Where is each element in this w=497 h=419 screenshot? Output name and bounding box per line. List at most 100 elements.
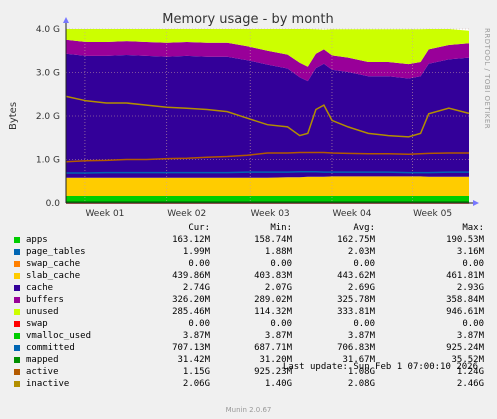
legend-min: 0.00 [270, 319, 292, 329]
chart-title: Memory usage - by month [162, 12, 333, 27]
legend-avg: 1.08G [347, 367, 375, 377]
legend-max: 2.46G [456, 379, 484, 389]
rrdtool-credit: RRDTOOL / TOBI OETIKER [483, 28, 491, 129]
legend-min: 1.88M [264, 247, 292, 257]
legend-swatch [14, 321, 20, 327]
legend-cur: 0.00 [188, 319, 210, 329]
legend-cur: 1.15G [182, 367, 210, 377]
grid-lines [66, 28, 469, 204]
legend-row-committed: committed 707.13M 687.71M 706.83M 925.24M [12, 342, 490, 354]
axes: 0.0 1.0 G 2.0 G 3.0 G 4.0 G Week 01 Week 02 Wee… [36, 17, 479, 219]
legend-avg: 2.08G [347, 379, 375, 389]
line-active [65, 151, 469, 163]
legend-min: 403.83M [254, 271, 292, 281]
legend-name: buffers [26, 295, 64, 305]
header-cur: Cur: [188, 223, 210, 233]
legend-swatch [14, 237, 20, 243]
line-inactive [65, 95, 470, 138]
legend-cur: 2.74G [182, 283, 210, 293]
legend-name: apps [26, 235, 48, 245]
legend-row-active: active 1.15G 925.23M 1.08G 1.24G [12, 366, 490, 378]
legend-swatch [14, 381, 20, 387]
legend-cur: 2.06G [182, 379, 210, 389]
legend-avg: 443.62M [337, 271, 375, 281]
legend-name: inactive [26, 379, 70, 389]
x-tick-label: Week 04 [332, 209, 371, 219]
legend-cur: 1.99M [182, 247, 210, 257]
legend-max: 3.16M [456, 247, 484, 257]
header-avg: Avg: [353, 223, 375, 233]
legend-row-slab_cache: slab_cache 439.86M 403.83M 443.62M 461.81M [12, 270, 490, 282]
legend-swatch [14, 261, 20, 267]
legend-name: mapped [26, 355, 59, 365]
y-axis-arrow [63, 17, 69, 23]
legend-swatch [14, 309, 20, 315]
legend-avg: 706.83M [337, 343, 375, 353]
legend-name: vmalloc_used [26, 331, 92, 341]
legend-max: 1.24G [456, 367, 484, 377]
legend-row-unused: unused 285.46M 114.32M 333.81M 946.61M [12, 306, 490, 318]
y-tick-label: 2.0 G [36, 112, 60, 122]
legend-avg: 325.78M [337, 295, 375, 305]
legend-cur: 3.87M [182, 331, 210, 341]
legend-name: swap_cache [26, 259, 81, 269]
legend-cur: 439.86M [172, 271, 210, 281]
area-slab_cache [66, 176, 469, 196]
legend-swatch [14, 285, 20, 291]
legend-rows: apps 163.12M 158.74M 162.75M 190.53M page_tab… [12, 234, 490, 390]
legend-max: 2.93G [456, 283, 484, 293]
legend-max: 3.87M [456, 331, 484, 341]
y-tick-label: 1.0 G [36, 156, 60, 166]
munin-version: Munin 2.0.67 [225, 406, 272, 414]
legend-cur: 31.42M [177, 355, 210, 365]
legend-swatch [14, 345, 20, 351]
x-axis-arrow [473, 200, 479, 206]
legend-swatch [14, 297, 20, 303]
legend-max: 0.00 [462, 259, 484, 269]
legend-avg: 162.75M [337, 235, 375, 245]
legend-avg: 2.69G [347, 283, 375, 293]
legend-name: unused [26, 307, 59, 317]
legend-header: Cur: Min: Avg: Max: [12, 222, 490, 234]
legend-row-cache: cache 2.74G 2.07G 2.69G 2.93G [12, 282, 490, 294]
legend-row-page_tables: page_tables 1.99M 1.88M 2.03M 3.16M [12, 246, 490, 258]
legend-max: 461.81M [446, 271, 484, 281]
legend-min: 0.00 [270, 259, 292, 269]
legend-min: 289.02M [254, 295, 292, 305]
legend-max: 358.84M [446, 295, 484, 305]
header-max: Max: [462, 223, 484, 233]
legend-row-buffers: buffers 326.20M 289.02M 325.78M 358.84M [12, 294, 490, 306]
legend-row-swap_cache: swap_cache 0.00 0.00 0.00 0.00 [12, 258, 490, 270]
legend-avg: 0.00 [353, 259, 375, 269]
memory-chart: Memory usage - by month Bytes RRDTOOL / … [8, 12, 491, 219]
legend-cur: 163.12M [172, 235, 210, 245]
legend-max: 925.24M [446, 343, 484, 353]
legend-min: 3.87M [264, 331, 292, 341]
legend-cur: 326.20M [172, 295, 210, 305]
legend: Cur: Min: Avg: Max: apps 163.12M 158.74M 16… [12, 222, 490, 390]
legend-cur: 0.00 [188, 259, 210, 269]
last-update: Last update: Sun Feb 1 07:00:10 2026 [282, 362, 478, 372]
legend-name: swap [26, 319, 48, 329]
legend-min: 1.40G [264, 379, 292, 389]
legend-avg: 0.00 [353, 319, 375, 329]
legend-max: 190.53M [446, 235, 484, 245]
legend-swatch [14, 357, 20, 363]
legend-max: 946.61M [446, 307, 484, 317]
y-tick-label: 3.0 G [36, 69, 60, 79]
legend-row-swap: swap 0.00 0.00 0.00 0.00 [12, 318, 490, 330]
legend-row-mapped: mapped 31.42M 31.20M 31.67M 35.52M [12, 354, 490, 366]
legend-swatch [14, 369, 20, 375]
y-tick-label: 0.0 [46, 199, 61, 209]
legend-name: cache [26, 283, 54, 293]
legend-avg: 31.67M [342, 355, 375, 365]
legend-name: slab_cache [26, 271, 81, 281]
legend-max: 35.52M [451, 355, 484, 365]
legend-avg: 3.87M [347, 331, 375, 341]
legend-min: 687.71M [254, 343, 292, 353]
x-tick-label: Week 02 [167, 209, 206, 219]
legend-cur: 707.13M [172, 343, 210, 353]
legend-name: active [26, 367, 59, 377]
x-tick-label: Week 05 [413, 209, 452, 219]
legend-swatch [14, 249, 20, 255]
